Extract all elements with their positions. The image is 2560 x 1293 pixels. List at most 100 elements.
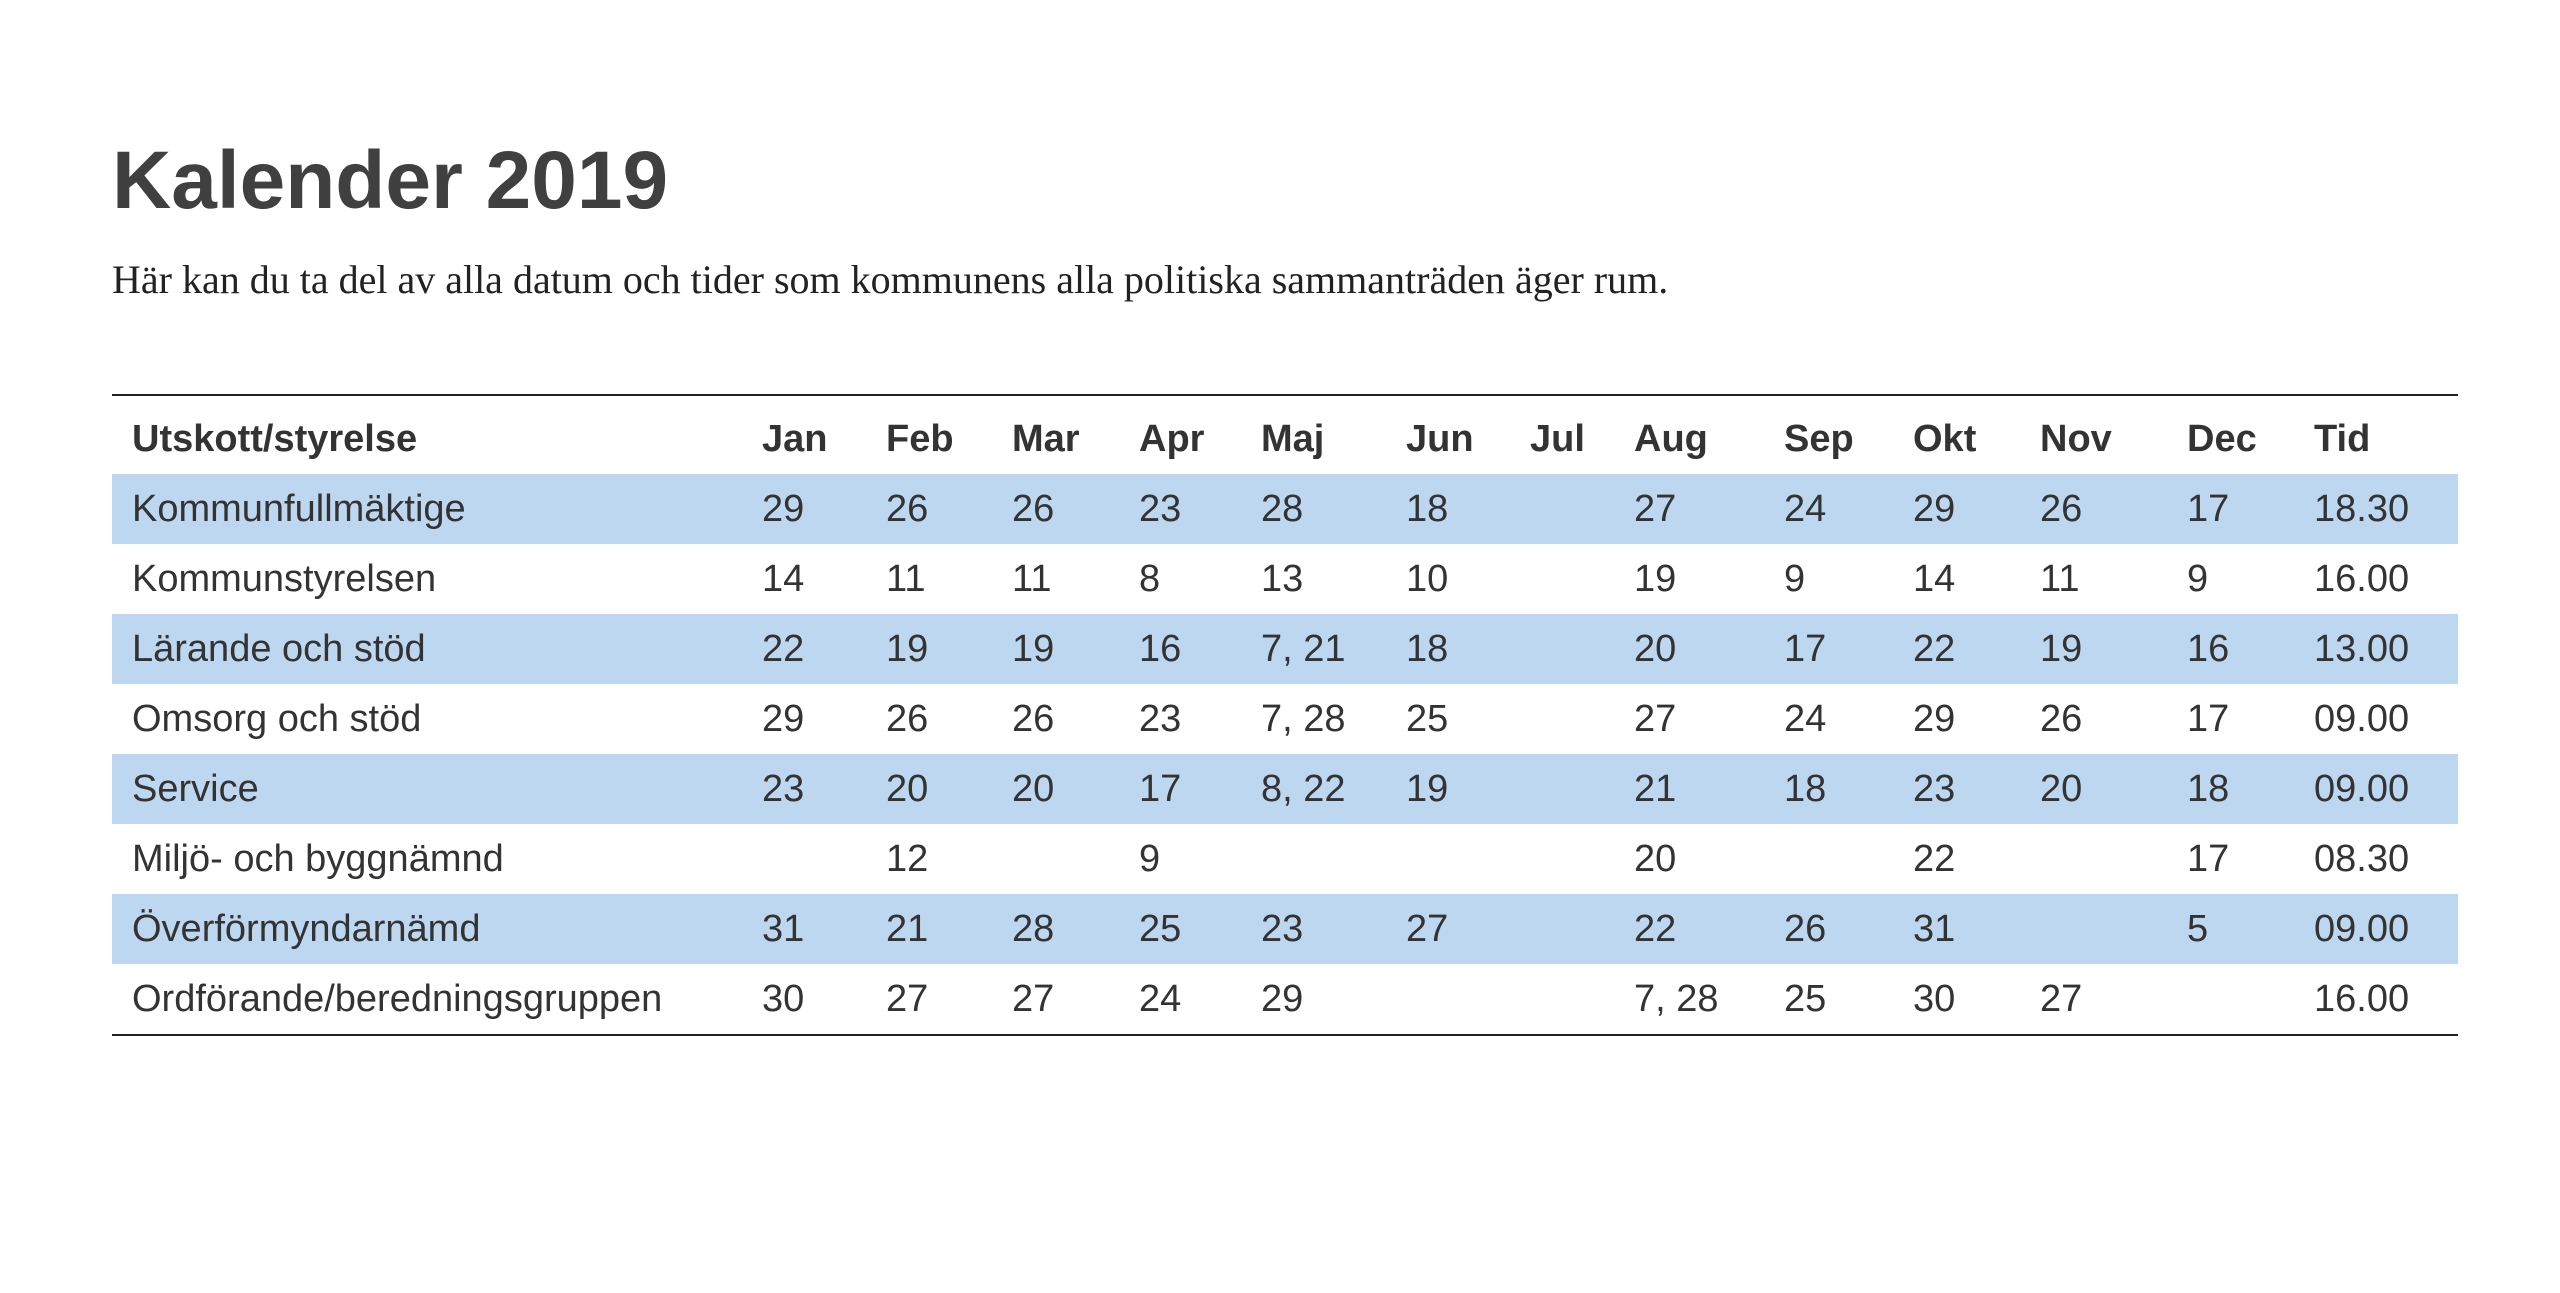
meeting-time: 18.30: [2294, 474, 2458, 544]
meeting-date: 28: [992, 894, 1119, 964]
meeting-date: 11: [2040, 557, 2080, 600]
meeting-date: 9: [2187, 557, 2209, 600]
page-subtitle: Här kan du ta del av alla datum och tide…: [112, 257, 1669, 302]
committee-name: Omsorg och stöd: [132, 697, 422, 740]
calendar-page: Kalender 2019 Här kan du ta del av alla …: [112, 140, 2458, 1036]
header-committee: Utskott/styrelse: [132, 417, 418, 460]
meeting-date: [1510, 684, 1614, 754]
meeting-date: 7, 21: [1241, 614, 1386, 684]
meeting-time: 13.00: [2294, 614, 2458, 684]
meeting-date: 17: [1764, 614, 1893, 684]
meeting-date: 22: [1614, 894, 1764, 964]
meeting-date: 25: [1784, 977, 1827, 1020]
meeting-date: 27: [2040, 977, 2083, 1020]
meeting-date: 11: [1012, 557, 1052, 600]
meeting-date: [1241, 824, 1386, 894]
meeting-date: [992, 824, 1119, 894]
meeting-date: 7, 28: [1634, 977, 1719, 1020]
meeting-date: 7, 28: [1261, 697, 1346, 740]
meeting-date: 17: [2187, 697, 2230, 740]
meeting-date: 18: [1386, 614, 1510, 684]
meeting-date: 11: [886, 557, 926, 600]
meeting-date: 26: [1764, 894, 1893, 964]
meeting-date: 26: [1012, 697, 1055, 740]
meeting-date: 17: [1119, 754, 1241, 824]
meeting-date: 29: [762, 697, 805, 740]
meeting-time: 08.30: [2314, 837, 2410, 880]
meeting-date: 22: [742, 614, 866, 684]
committee-name: Lärande och stöd: [112, 614, 742, 684]
meeting-date: 29: [1261, 977, 1304, 1020]
header-month: Maj: [1261, 417, 1325, 460]
table-row: Service 23 20 20 17 8, 22 19 21 18 23 20 18 09.00: [112, 754, 2458, 824]
meeting-time: 16.00: [2314, 557, 2410, 600]
meeting-date: [1510, 894, 1614, 964]
table-row: Omsorg och stöd 29 26 26 23 7, 28 25 27 24 29 26 17…: [112, 684, 2458, 754]
meeting-date: 21: [1614, 754, 1764, 824]
meeting-date: 9: [1784, 557, 1806, 600]
header-month: Sep: [1784, 417, 1854, 460]
meeting-date: 23: [1119, 474, 1241, 544]
header-month: Apr: [1139, 417, 1205, 460]
meeting-date: 10: [1406, 557, 1449, 600]
meeting-date: 16: [1119, 614, 1241, 684]
meeting-time: 16.00: [2314, 977, 2410, 1020]
meeting-date: 23: [1893, 754, 2020, 824]
header-month: Dec: [2187, 417, 2257, 460]
meeting-time: 09.00: [2314, 697, 2410, 740]
header-month: Okt: [1913, 417, 1977, 460]
meeting-date: 27: [1386, 894, 1510, 964]
header-time: Tid: [2314, 417, 2371, 460]
header-month: Feb: [886, 417, 954, 460]
meeting-date: [1510, 544, 1614, 614]
meeting-date: 24: [1139, 977, 1182, 1020]
meeting-date: 19: [2020, 614, 2167, 684]
committee-name: Ordförande/beredningsgruppen: [132, 977, 663, 1020]
meeting-date: 17: [2167, 474, 2294, 544]
meeting-date: 27: [1012, 977, 1055, 1020]
meeting-date: 24: [1784, 697, 1827, 740]
meeting-date: 20: [1634, 837, 1677, 880]
table-row: Ordförande/beredningsgruppen 30 27 27 24 29 7,…: [112, 964, 2458, 1035]
meeting-date: 14: [1913, 557, 1956, 600]
meeting-date: [1386, 964, 1510, 1035]
meeting-date: [742, 824, 866, 894]
meeting-time: 09.00: [2294, 894, 2458, 964]
meeting-date: 23: [1241, 894, 1386, 964]
page-title: Kalender 2019: [112, 135, 669, 226]
header-month: Jul: [1530, 417, 1585, 460]
meeting-date: 21: [866, 894, 992, 964]
meeting-date: [2167, 964, 2294, 1035]
meeting-date: 20: [992, 754, 1119, 824]
table-row: Lärande och stöd 22 19 19 16 7, 21 18 20 17 22 19 1…: [112, 614, 2458, 684]
meeting-date: 14: [762, 557, 805, 600]
meeting-date: 30: [1913, 977, 1956, 1020]
meeting-date: 27: [886, 977, 929, 1020]
meeting-date: 26: [2040, 697, 2083, 740]
meeting-date: 26: [866, 474, 992, 544]
meeting-date: 29: [1893, 474, 2020, 544]
committee-name: Service: [112, 754, 742, 824]
meeting-date: [1510, 614, 1614, 684]
meeting-date: 22: [1913, 837, 1956, 880]
meeting-date: [1510, 474, 1614, 544]
meeting-date: 25: [1119, 894, 1241, 964]
committee-name: Miljö- och byggnämnd: [132, 837, 504, 880]
meeting-date: 26: [2020, 474, 2167, 544]
meeting-date: 18: [1386, 474, 1510, 544]
meeting-date: 20: [2020, 754, 2167, 824]
committee-name: Kommunfullmäktige: [112, 474, 742, 544]
meeting-date: 31: [742, 894, 866, 964]
meeting-date: [1386, 824, 1510, 894]
meeting-date: 18: [2167, 754, 2294, 824]
meeting-date: [1510, 754, 1614, 824]
meeting-date: 18: [1764, 754, 1893, 824]
meeting-date: 24: [1764, 474, 1893, 544]
meeting-date: [1510, 964, 1614, 1035]
meeting-date: 22: [1893, 614, 2020, 684]
meeting-date: 20: [866, 754, 992, 824]
committee-name: Kommunstyrelsen: [132, 557, 437, 600]
meeting-date: 25: [1406, 697, 1449, 740]
table-row: Kommunstyrelsen 14 11 11 8 13 10 19 9 14 11 9 16.00: [112, 544, 2458, 614]
meeting-date: 13: [1261, 557, 1304, 600]
